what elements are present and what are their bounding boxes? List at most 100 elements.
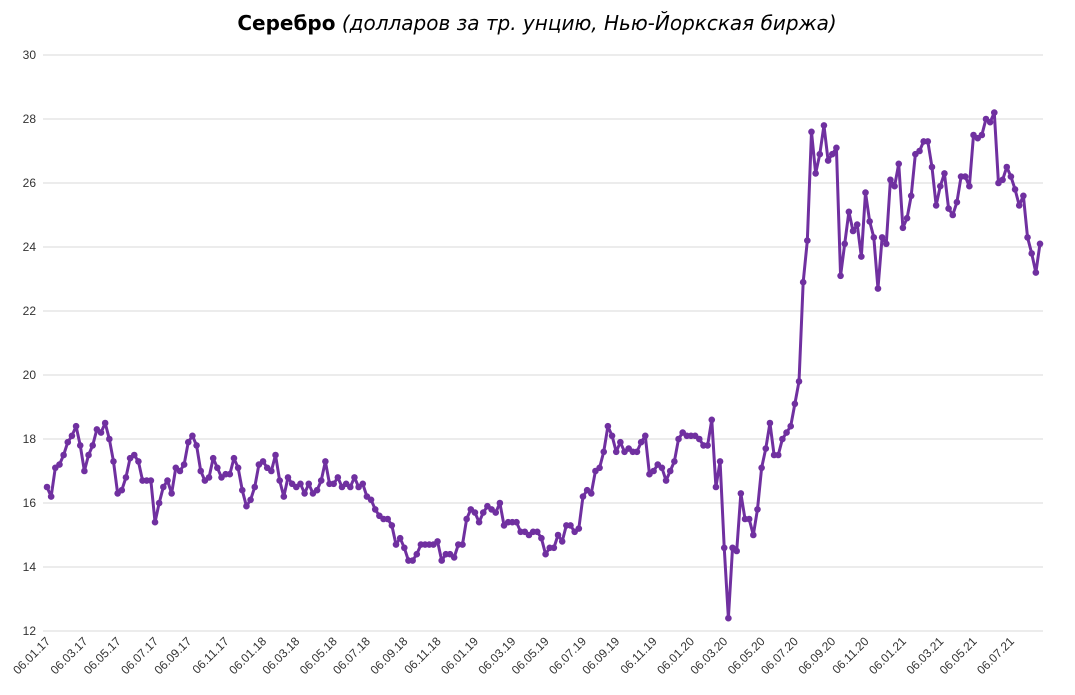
data-point <box>750 531 757 539</box>
data-point <box>434 538 441 545</box>
data-point <box>272 451 279 459</box>
data-point <box>637 438 645 446</box>
data-point <box>824 157 832 164</box>
data-point <box>160 483 167 491</box>
data-point <box>986 118 994 126</box>
data-point <box>633 448 641 456</box>
data-point <box>1032 269 1040 276</box>
x-tick-label: 06.01.21 <box>866 634 909 677</box>
data-point <box>130 451 138 459</box>
data-point <box>371 506 379 513</box>
x-tick-label: 06.11.20 <box>829 634 872 677</box>
data-point <box>941 170 948 177</box>
data-point <box>313 486 321 494</box>
data-point <box>155 499 163 507</box>
data-point <box>596 464 603 472</box>
y-tick-label: 22 <box>23 304 37 318</box>
x-tick-label: 06.07.21 <box>974 634 1017 677</box>
data-point <box>230 454 238 462</box>
data-point <box>197 467 205 475</box>
data-point <box>587 490 595 497</box>
data-point <box>903 214 911 222</box>
data-point <box>479 509 487 516</box>
x-tick-label: 06.11.18 <box>401 634 444 677</box>
y-tick-label: 18 <box>23 432 37 446</box>
data-point <box>85 451 92 459</box>
data-point <box>845 208 853 216</box>
data-point <box>251 483 259 491</box>
data-point <box>833 144 840 152</box>
x-tick-label: 06.11.17 <box>189 634 232 677</box>
data-point <box>853 221 861 228</box>
x-tick-label: 06.07.18 <box>330 634 373 677</box>
data-point <box>76 442 84 449</box>
data-point <box>887 176 894 184</box>
x-tick-label: 06.03.20 <box>687 634 730 677</box>
data-point <box>513 518 520 526</box>
data-point <box>463 515 470 523</box>
data-point <box>895 160 903 168</box>
data-point <box>459 541 466 548</box>
data-point <box>558 538 566 545</box>
data-point <box>471 509 479 516</box>
data-point <box>322 458 329 465</box>
data-point <box>874 285 882 292</box>
data-point <box>367 496 375 504</box>
data-point <box>916 147 923 155</box>
data-point <box>122 474 130 481</box>
data-point <box>56 461 63 468</box>
x-tick-label: 06.05.21 <box>937 634 980 677</box>
data-point <box>47 493 55 500</box>
data-point <box>858 253 865 260</box>
data-point <box>330 480 337 488</box>
data-point <box>151 518 159 526</box>
data-point <box>666 467 674 475</box>
data-point <box>712 483 720 491</box>
data-point <box>791 400 799 408</box>
data-point <box>575 525 583 532</box>
data-point <box>351 474 358 481</box>
data-point <box>849 227 857 235</box>
x-tick-label: 06.03.18 <box>259 634 302 677</box>
data-point <box>762 445 770 452</box>
data-point <box>135 458 142 465</box>
data-point <box>891 182 898 190</box>
data-point <box>600 448 608 456</box>
data-point <box>268 467 275 475</box>
data-point <box>658 464 666 472</box>
data-point <box>413 550 421 558</box>
data-point <box>961 173 969 180</box>
data-point <box>953 198 961 206</box>
data-point <box>89 442 97 449</box>
data-point <box>409 557 416 564</box>
data-point <box>716 458 724 465</box>
chart-subtitle: (долларов за тр. унцию, Нью-Йоркская бир… <box>342 11 837 35</box>
data-point <box>1036 240 1044 248</box>
data-point <box>704 442 711 449</box>
data-point <box>604 422 612 430</box>
data-point <box>866 218 873 225</box>
data-point <box>1028 250 1035 257</box>
x-tick-label: 06.05.17 <box>81 634 124 677</box>
data-point <box>608 432 616 440</box>
data-point <box>612 448 620 456</box>
data-point <box>492 509 500 516</box>
data-point <box>164 477 171 484</box>
data-point <box>745 515 753 523</box>
data-point <box>650 467 657 475</box>
data-point <box>804 237 811 244</box>
data-point <box>388 522 396 529</box>
data-point <box>118 486 126 494</box>
data-point <box>816 150 824 158</box>
data-point <box>671 458 678 465</box>
data-point <box>60 451 67 459</box>
data-point <box>936 182 944 190</box>
data-point <box>180 461 188 468</box>
data-point <box>758 464 765 472</box>
data-point <box>101 419 109 427</box>
data-point <box>317 477 325 484</box>
data-point <box>81 467 88 475</box>
x-tick-label: 06.09.19 <box>579 634 622 677</box>
data-point <box>617 438 624 446</box>
